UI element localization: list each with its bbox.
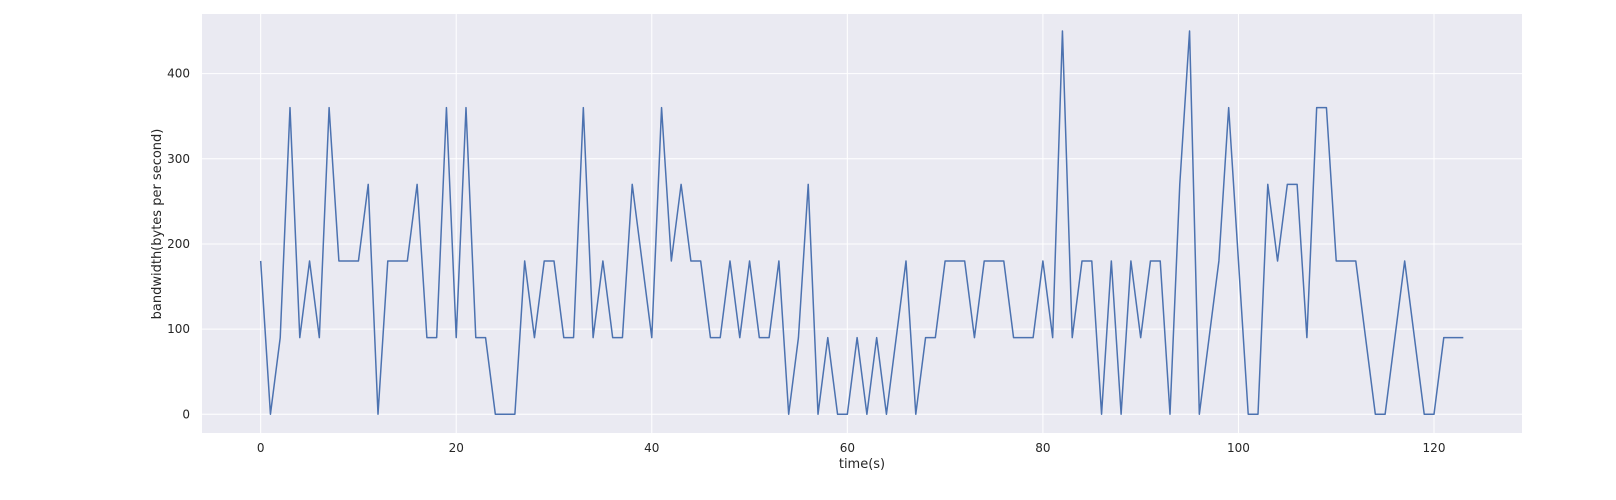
y-tick-label: 200: [167, 237, 190, 251]
y-tick-label: 400: [167, 67, 190, 81]
y-tick-labels: 0 100 200 300 400: [167, 67, 190, 422]
series-line: [259, 30, 1464, 416]
plot-background: [202, 14, 1522, 433]
y-tick-label: 0: [182, 407, 190, 421]
x-tick-label: 0: [257, 441, 265, 455]
x-axis-label: time(s): [839, 457, 885, 472]
y-axis-label: bandwidth(bytes per second): [150, 129, 165, 320]
grid-lines: [202, 14, 1522, 433]
x-tick-label: 80: [1035, 441, 1050, 455]
x-tick-labels: 0 20 40 60 80 100 120: [257, 441, 1446, 455]
y-tick-label: 100: [167, 322, 190, 336]
x-tick-label: 20: [449, 441, 464, 455]
x-tick-label: 100: [1227, 441, 1250, 455]
x-tick-label: 60: [840, 441, 855, 455]
x-tick-label: 40: [644, 441, 659, 455]
x-tick-label: 120: [1423, 441, 1446, 455]
y-tick-label: 300: [167, 152, 190, 166]
